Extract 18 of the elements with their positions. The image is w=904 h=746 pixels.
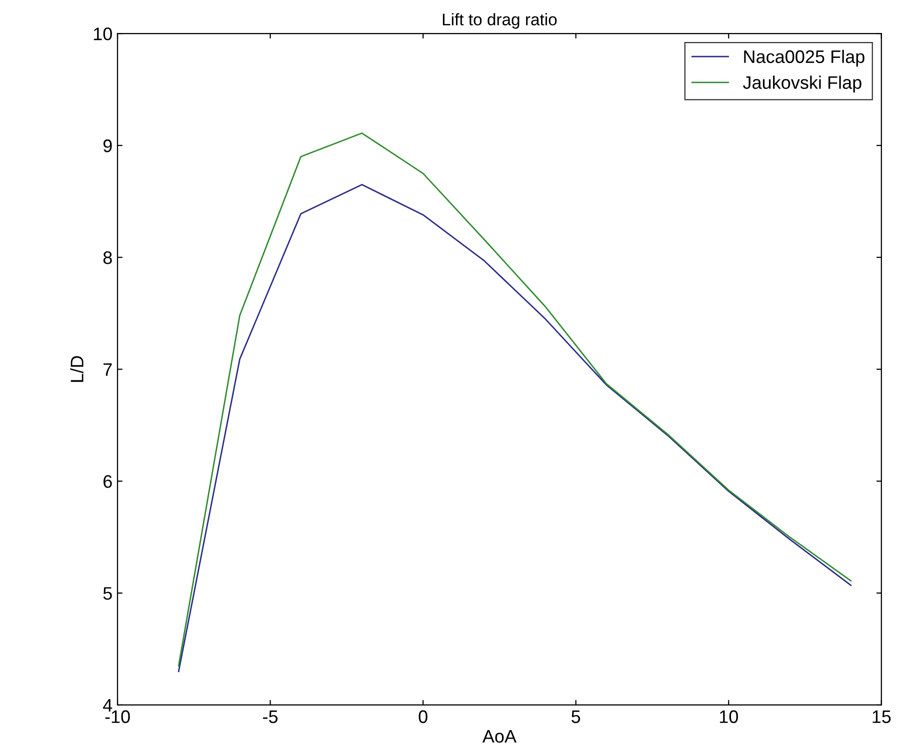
x-tick-label: 0 (418, 710, 428, 724)
legend-label: Jaukovski Flap (742, 76, 862, 93)
x-tick-label: 15 (872, 710, 891, 724)
x-tick-label: -10 (105, 710, 130, 724)
x-axis-title: AoA (482, 730, 516, 743)
x-tick-label: 5 (572, 710, 580, 724)
x-tick-label: -5 (263, 710, 278, 724)
chart-title: Lift to drag ratio (442, 13, 557, 29)
y-tick-label: 7 (104, 363, 112, 376)
y-tick-label: 10 (94, 28, 112, 40)
y-tick-label: 5 (103, 587, 112, 600)
x-tick-label: 10 (720, 710, 738, 724)
y-tick-label: 9 (103, 139, 112, 152)
y-tick-label: 6 (104, 475, 112, 488)
y-tick-label: 4 (103, 699, 112, 712)
y-tick-label: 8 (103, 251, 112, 264)
legend-label: Naca0025 Flap (744, 50, 864, 67)
y-axis-title: L/D (70, 356, 84, 382)
